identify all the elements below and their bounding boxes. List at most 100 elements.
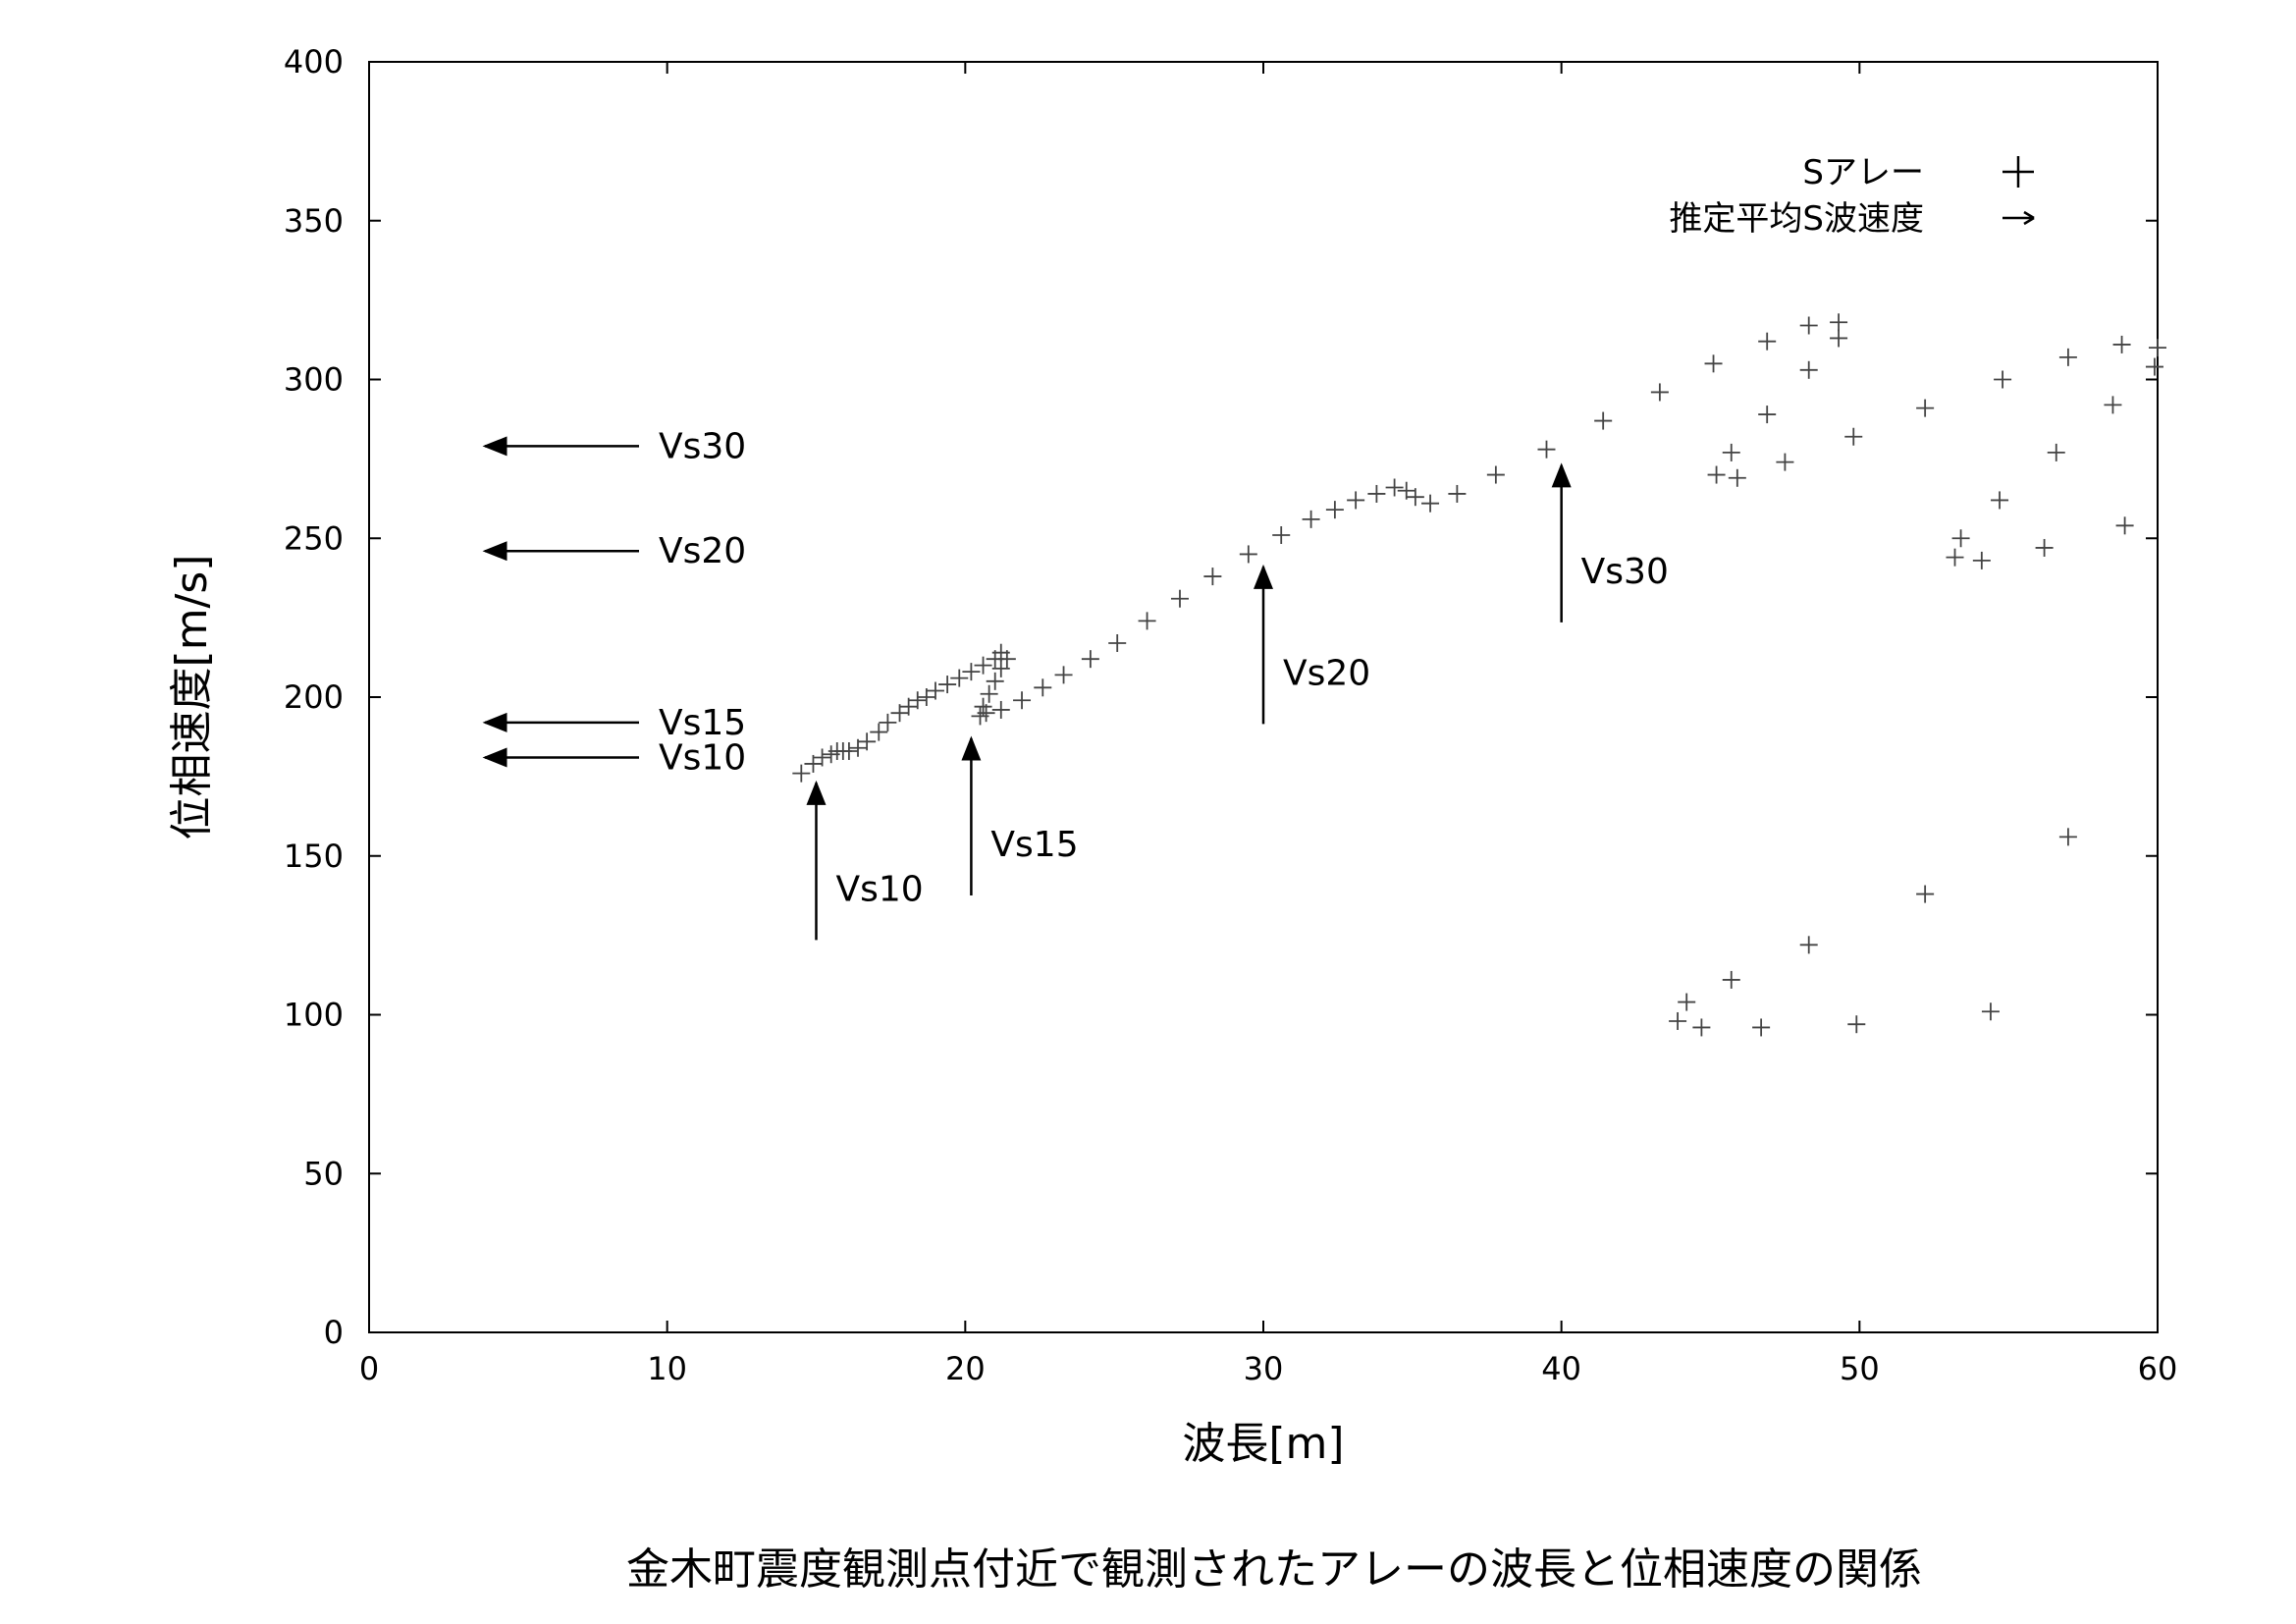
data-point-plus <box>962 663 981 681</box>
data-point-plus <box>2112 335 2131 353</box>
data-point-plus <box>1272 526 1291 545</box>
x-tick-label: 40 <box>1541 1350 1581 1387</box>
data-point-plus <box>1728 468 1746 487</box>
data-point-plus <box>1203 568 1222 586</box>
data-point-plus <box>1776 453 1794 471</box>
data-point-plus <box>997 650 1016 669</box>
data-point-plus <box>2047 443 2065 461</box>
data-point-plus <box>1946 548 1964 567</box>
data-point-plus <box>1844 427 1863 446</box>
vs-label: Vs30 <box>659 426 746 466</box>
data-point-plus <box>839 741 858 760</box>
data-point-plus <box>991 659 1010 677</box>
data-point-plus <box>950 669 969 687</box>
data-point-plus <box>792 764 811 783</box>
y-tick-label: 200 <box>284 678 344 716</box>
data-point-plus <box>917 688 935 706</box>
x-tick-label: 10 <box>647 1350 687 1387</box>
legend-label-s-array: Sアレー <box>1802 153 1924 192</box>
data-point-plus <box>1758 332 1777 351</box>
data-point-plus <box>1421 494 1440 513</box>
data-point-plus <box>1847 1015 1866 1034</box>
vs-label: Vs10 <box>836 869 924 909</box>
data-point-plus <box>1704 354 1723 373</box>
x-tick-label: 50 <box>1840 1350 1880 1387</box>
data-point-plus <box>1991 491 2009 510</box>
data-point-plus <box>890 704 909 723</box>
y-tick-label: 350 <box>284 202 344 240</box>
data-point-plus <box>870 723 888 741</box>
vs-annotation: Vs30 <box>1551 462 1669 623</box>
x-tick-label: 60 <box>2138 1350 2178 1387</box>
data-point-plus <box>1830 313 1848 332</box>
data-point-plus <box>2104 396 2122 414</box>
x-axis-title: 波長[m] <box>1182 1419 1344 1469</box>
data-point-plus <box>1239 545 1257 564</box>
vs-label: Vs20 <box>659 531 746 571</box>
data-point-plus <box>1916 885 1935 903</box>
data-point-plus <box>849 738 868 757</box>
vs-label: Vs20 <box>1283 653 1370 693</box>
data-point-plus <box>974 656 992 675</box>
data-point-plus <box>1397 481 1415 500</box>
data-point-plus <box>1302 510 1320 528</box>
data-point-plus <box>908 691 927 710</box>
data-point-plus <box>1594 411 1613 430</box>
data-point-plus <box>1669 1011 1687 1030</box>
vs-annotation: Vs15 <box>482 703 746 743</box>
data-point-plus <box>1799 936 1818 954</box>
data-point-plus <box>2149 339 2166 357</box>
data-point-plus <box>858 732 877 751</box>
vs-annotation: Vs30 <box>482 426 746 466</box>
data-point-plus <box>879 713 897 731</box>
data-point-plus <box>2058 828 2077 846</box>
data-point-plus <box>1722 970 1740 989</box>
data-point-plus <box>1799 316 1818 335</box>
data-point-plus <box>1325 501 1344 519</box>
data-point-plus <box>1707 465 1726 484</box>
vs-annotation: Vs20 <box>1254 564 1370 725</box>
y-tick-label: 100 <box>284 997 344 1034</box>
data-point-plus <box>1916 399 1935 417</box>
data-point-plus <box>1692 1018 1711 1037</box>
data-point-plus <box>1347 491 1365 510</box>
data-point-plus <box>1678 993 1696 1011</box>
data-point-plus <box>1994 370 2012 389</box>
data-point-plus <box>1367 484 1386 503</box>
data-point-plus <box>986 672 1004 690</box>
y-tick-label: 50 <box>303 1155 344 1192</box>
data-point-plus <box>2145 357 2163 376</box>
data-point-plus <box>1486 465 1505 484</box>
y-axis-title: 位相速度[m/s] <box>167 555 217 840</box>
data-point-plus <box>1448 484 1467 503</box>
data-point-plus <box>1054 666 1073 684</box>
data-point-plus <box>1972 551 1991 569</box>
data-point-plus <box>2035 538 2054 557</box>
y-tick-label: 250 <box>284 519 344 557</box>
data-point-plus <box>1981 1002 2000 1021</box>
y-tick-label: 300 <box>284 361 344 399</box>
data-point-plus <box>804 754 823 773</box>
vs-label: Vs15 <box>990 825 1078 865</box>
data-point-plus <box>926 681 944 700</box>
data-point-plus <box>1758 406 1777 424</box>
data-point-plus <box>938 676 957 694</box>
data-point-plus <box>1081 650 1099 669</box>
data-points <box>792 313 2166 1037</box>
legend: Sアレー 推定平均S波速度 <box>1669 153 2035 239</box>
vs-label: Vs30 <box>1581 552 1669 592</box>
x-tick-label: 30 <box>1244 1350 1284 1387</box>
vs-annotation: Vs20 <box>482 531 746 571</box>
data-point-plus <box>1799 360 1818 379</box>
data-point-plus <box>1013 691 1032 710</box>
legend-label-vs: 推定平均S波速度 <box>1669 199 1924 239</box>
data-point-plus <box>1138 612 1156 630</box>
data-point-plus <box>1108 634 1127 653</box>
x-axis-ticks: 0 10 20 30 40 50 60 <box>359 62 2178 1387</box>
vs-label: Vs15 <box>659 703 746 743</box>
data-point-plus <box>1830 329 1848 348</box>
vs-label: Vs10 <box>659 737 746 778</box>
data-point-plus <box>2058 348 2077 366</box>
